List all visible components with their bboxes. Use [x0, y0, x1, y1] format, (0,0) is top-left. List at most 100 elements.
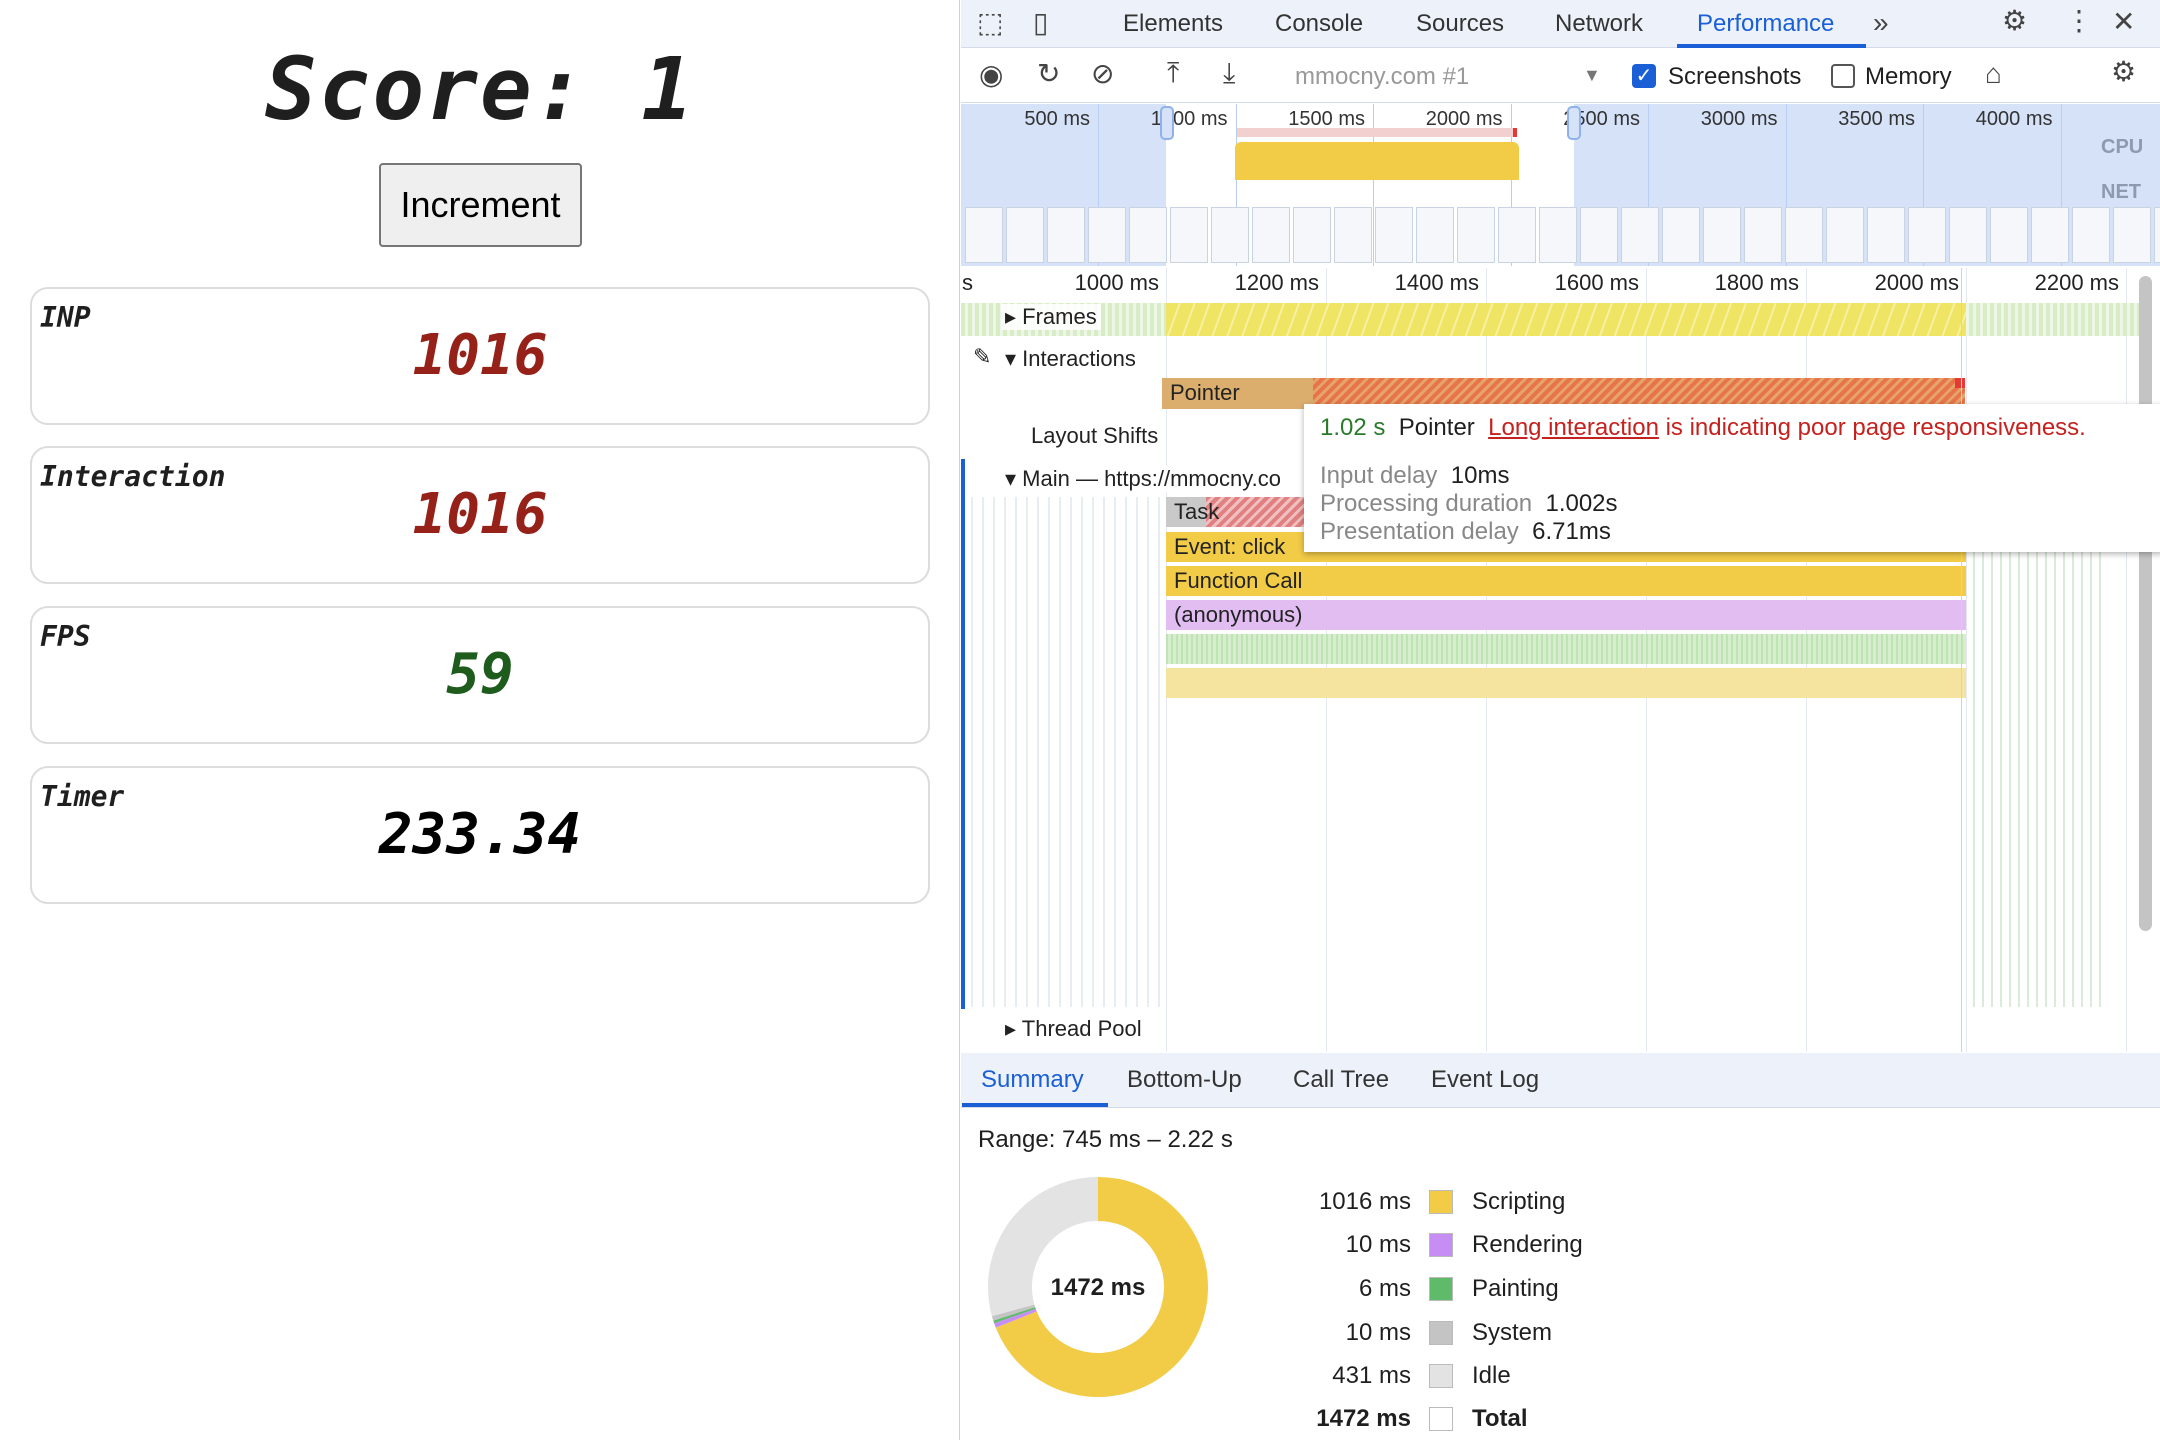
overview-tick-label: 4000 ms [1975, 108, 2053, 130]
tab-performance[interactable]: Performance [1697, 10, 1835, 37]
screenshot-thumbnail[interactable] [1293, 207, 1331, 263]
screenshot-thumbnail[interactable] [1908, 207, 1946, 263]
overview-gridline [1648, 104, 1649, 266]
timeline-scrollbar[interactable] [2139, 276, 2152, 931]
screenshots-checkbox[interactable]: ✓ [1632, 64, 1656, 88]
kebab-menu-icon[interactable]: ⋮ [2065, 5, 2093, 36]
thread-pool-label-text: Thread Pool [1021, 1016, 1142, 1041]
target-select[interactable]: mmocny.com #1 [1295, 63, 1470, 90]
tooltip-row-value: 1.002s [1545, 490, 1618, 517]
interaction-tooltip: 1.02 s Pointer Long interaction is indic… [1304, 404, 2160, 552]
screenshot-thumbnail[interactable] [1170, 207, 1208, 263]
long-task-marker [1237, 128, 1516, 137]
tab-network[interactable]: Network [1555, 10, 1644, 37]
screenshot-thumbnail[interactable] [1826, 207, 1864, 263]
screenshot-thumbnail[interactable] [1662, 207, 1700, 263]
thread-pool-track-label[interactable]: ▸ Thread Pool [1001, 1016, 1146, 1042]
capture-settings-gear-icon[interactable]: ⚙ [2111, 56, 2137, 87]
broom-icon[interactable]: ⌂ [1985, 58, 2002, 89]
overview-tick-label: 1500 ms [1288, 108, 1365, 130]
long-interaction-link[interactable]: Long interaction [1488, 414, 1659, 441]
device-toolbar-icon[interactable]: ▯ [1033, 7, 1049, 38]
tab-event-log[interactable]: Event Log [1431, 1066, 1540, 1093]
function-call-bar[interactable]: Function Call [1166, 566, 1966, 596]
screenshot-thumbnail[interactable] [1416, 207, 1454, 263]
main-track-label[interactable]: ▾ Main — https://mmocny.co [1001, 466, 1285, 492]
upload-icon[interactable]: ⤒ [1167, 57, 1180, 88]
layout-shifts-track-label[interactable]: Layout Shifts [1027, 423, 1163, 449]
timeline-tick-label: 1200 ms [1234, 270, 1319, 295]
tooltip-row-value: 6.71ms [1532, 518, 1611, 545]
screenshot-thumbnail[interactable] [1375, 207, 1413, 263]
tab-bottom-up[interactable]: Bottom-Up [1127, 1066, 1242, 1093]
timeline-gridline [1966, 268, 1967, 1052]
screenshot-thumbnail[interactable] [1949, 207, 1987, 263]
inspect-element-icon[interactable]: ⬚ [977, 7, 1004, 38]
cpu-chart-scripting [1235, 142, 1519, 180]
donut-slice-system [991, 1304, 1036, 1321]
legend-row-idle: 431 ms Idle [961, 1362, 1661, 1396]
active-details-tab-indicator [962, 1103, 1108, 1107]
interactions-track-label[interactable]: ▾ Interactions [1001, 346, 1140, 372]
screenshot-thumbnail[interactable] [1211, 207, 1249, 263]
screenshot-thumbnail[interactable] [1498, 207, 1536, 263]
record-icon[interactable]: ◉ [979, 59, 1004, 90]
frames-track-label[interactable]: ▸ Frames [1001, 304, 1101, 330]
screenshot-thumbnail[interactable] [1744, 207, 1782, 263]
donut-slice-rendering [994, 1308, 1037, 1328]
memory-checkbox[interactable] [1831, 64, 1855, 88]
anonymous-bar[interactable]: (anonymous) [1166, 600, 1966, 630]
screenshot-thumbnail[interactable] [1990, 207, 2028, 263]
screenshot-thumbnail[interactable] [1867, 207, 1905, 263]
long-task-end-marker [1513, 128, 1517, 137]
dropdown-arrow-icon[interactable]: ▼ [1583, 65, 1601, 85]
screenshot-thumbnail[interactable] [1621, 207, 1659, 263]
screenshot-thumbnail[interactable] [1006, 207, 1044, 263]
screenshot-thumbnail[interactable] [1785, 207, 1823, 263]
increment-button[interactable]: Increment [379, 163, 582, 247]
settings-gear-icon[interactable]: ⚙ [2002, 5, 2028, 36]
close-icon[interactable]: ✕ [2112, 6, 2136, 37]
download-icon[interactable]: ⤓ [1223, 57, 1236, 88]
tooltip-row-processing: Processing duration 1.002s [1320, 490, 2160, 518]
pointer-input-segment[interactable]: Pointer [1162, 378, 1313, 409]
tab-call-tree[interactable]: Call Tree [1293, 1066, 1390, 1093]
screenshot-thumbnail[interactable] [1703, 207, 1741, 263]
screenshot-thumbnail[interactable] [2154, 207, 2160, 263]
clear-icon[interactable]: ⊘ [1091, 58, 1115, 89]
screenshot-thumbnail[interactable] [2031, 207, 2069, 263]
tooltip-type: Pointer [1398, 414, 1475, 441]
screenshot-thumbnail[interactable] [1252, 207, 1290, 263]
screenshot-thumbnail[interactable] [1457, 207, 1495, 263]
legend-swatch [1429, 1407, 1453, 1431]
screenshot-thumbnail[interactable] [1047, 207, 1085, 263]
screenshot-thumbnail[interactable] [1088, 207, 1126, 263]
screenshot-thumbnail[interactable] [1129, 207, 1167, 263]
page-panel: Score: 1 Increment INP 1016 Interaction 10… [0, 0, 960, 1440]
score-heading: Score: 1 [264, 40, 696, 140]
timeline-flamechart[interactable]: ms 1000 ms 1200 ms 1400 ms 1600 ms 1800 ms 200… [961, 268, 2160, 1052]
screenshot-thumbnail[interactable] [965, 207, 1003, 263]
legend-swatch [1429, 1277, 1453, 1301]
summary-legend: 1016 ms Scripting 10 ms Rendering 6 ms Pain… [961, 1188, 1661, 1448]
pencil-icon[interactable]: ✎ [973, 344, 992, 369]
selection-handle-right[interactable] [1567, 106, 1581, 140]
timeline-overview[interactable]: 500 ms 1000 ms 1500 ms 2000 ms 2500 ms 3000 m… [961, 104, 2160, 266]
active-tab-indicator [1677, 44, 1866, 48]
tab-elements[interactable]: Elements [1123, 10, 1224, 37]
nested-calls-bar-2[interactable] [1166, 668, 1966, 698]
legend-value: 10 ms [1345, 1319, 1411, 1346]
screenshot-thumbnail[interactable] [1580, 207, 1618, 263]
screenshot-thumbnail[interactable] [2113, 207, 2151, 263]
screenshot-thumbnail[interactable] [1539, 207, 1577, 263]
nested-calls-bar[interactable] [1166, 634, 1966, 664]
reload-record-icon[interactable]: ↻ [1037, 58, 1061, 89]
selection-handle-left[interactable] [1160, 106, 1174, 140]
tab-summary[interactable]: Summary [981, 1066, 1084, 1093]
screenshot-thumbnail[interactable] [2072, 207, 2110, 263]
more-tabs-icon[interactable]: » [1873, 7, 1889, 38]
timer-card: Timer 233.34 [30, 766, 930, 904]
tab-console[interactable]: Console [1275, 10, 1364, 37]
tab-sources[interactable]: Sources [1416, 10, 1505, 37]
screenshot-thumbnail[interactable] [1334, 207, 1372, 263]
